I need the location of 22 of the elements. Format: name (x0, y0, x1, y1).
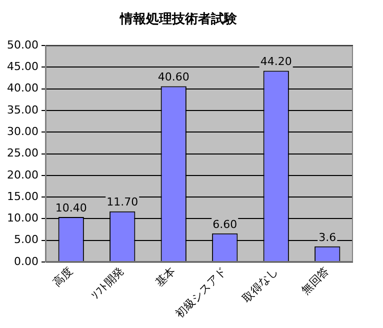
y-tick-label: 0.00 (14, 254, 38, 268)
x-tick-label: ｿﾌﾄ開発 (89, 264, 127, 302)
y-tick-label: 25.00 (6, 146, 38, 160)
data-label: 3.6 (318, 230, 336, 244)
x-tick-label: 高度 (50, 264, 76, 290)
y-tick-label: 35.00 (6, 103, 38, 116)
data-label: 6.60 (212, 218, 238, 231)
data-label: 40.60 (158, 70, 190, 84)
y-tick-label: 50.00 (6, 38, 38, 52)
y-tick-label: 20.00 (6, 168, 38, 182)
data-label: 11.70 (106, 196, 138, 209)
chart-title: 情報処理技術者試験 (119, 11, 238, 28)
data-label: 10.40 (55, 201, 87, 214)
y-tick-label: 45.00 (6, 60, 38, 74)
data-label: 44.20 (260, 55, 292, 68)
y-tick-label: 40.00 (6, 82, 38, 95)
y-tick-label: 15.00 (6, 190, 38, 203)
x-tick-label: 取得なし (240, 264, 280, 305)
y-tick-label: 5.00 (14, 233, 38, 246)
y-tick-label: 30.00 (6, 125, 38, 138)
y-tick-label: 10.00 (6, 212, 38, 225)
x-tick-label: 無回答 (298, 264, 332, 298)
